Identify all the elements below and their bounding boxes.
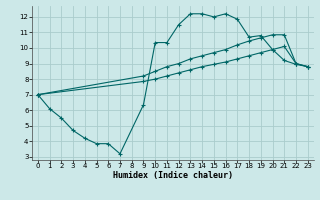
X-axis label: Humidex (Indice chaleur): Humidex (Indice chaleur) xyxy=(113,171,233,180)
